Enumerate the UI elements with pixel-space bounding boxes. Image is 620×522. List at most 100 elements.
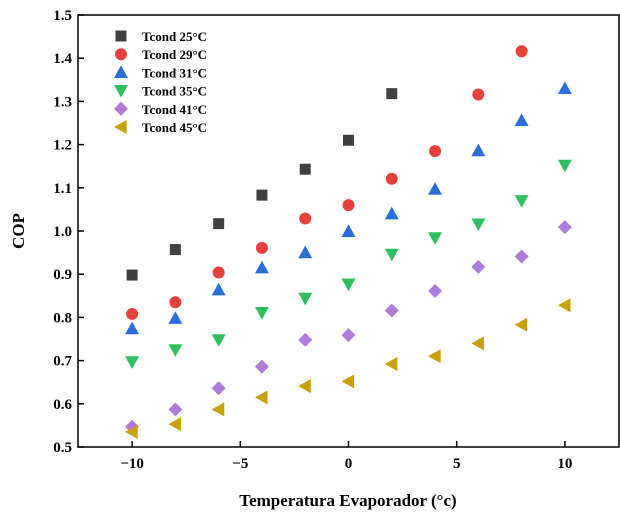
data-point xyxy=(125,356,140,369)
x-tick-label: −5 xyxy=(232,456,248,472)
y-tick-label: 1.4 xyxy=(53,51,72,67)
data-point xyxy=(342,199,355,212)
data-point xyxy=(168,311,183,324)
y-axis-title: COP xyxy=(9,213,28,249)
data-point xyxy=(168,417,181,432)
data-point xyxy=(428,232,443,245)
data-point xyxy=(557,298,571,313)
data-point xyxy=(343,134,354,146)
legend-marker xyxy=(115,30,127,42)
data-point xyxy=(169,244,181,256)
series-4 xyxy=(125,220,572,434)
y-tick-label: 1.5 xyxy=(53,8,72,24)
data-point xyxy=(428,182,443,195)
y-tick-label: 1.2 xyxy=(53,138,72,154)
data-point xyxy=(125,321,140,335)
data-point xyxy=(211,334,226,347)
x-tick-label: 10 xyxy=(557,456,572,472)
data-point xyxy=(168,344,183,357)
data-point xyxy=(168,402,183,417)
data-point xyxy=(169,296,182,309)
data-point xyxy=(211,282,226,296)
data-point xyxy=(514,195,529,208)
data-point xyxy=(254,390,268,405)
data-point xyxy=(213,218,225,230)
data-point xyxy=(514,113,529,127)
data-point xyxy=(384,357,398,372)
series-3 xyxy=(125,159,572,369)
data-point xyxy=(341,328,356,343)
series-layer xyxy=(125,45,572,439)
data-point xyxy=(299,163,311,175)
data-point xyxy=(471,336,484,351)
legend-marker xyxy=(114,101,128,116)
x-axis-title: Temperatura Evaporador (°c) xyxy=(239,491,456,510)
data-point xyxy=(386,88,398,100)
data-point xyxy=(254,307,269,320)
legend-marker xyxy=(115,48,127,61)
legend-marker xyxy=(114,120,127,134)
y-tick-label: 1.0 xyxy=(53,224,72,240)
x-tick-label: 0 xyxy=(345,456,353,472)
data-point xyxy=(471,218,486,232)
legend-label: Tcond 45°C xyxy=(142,120,207,135)
legend-label: Tcond 31°C xyxy=(142,65,207,80)
data-point xyxy=(515,45,528,58)
legend-marker xyxy=(114,85,128,98)
x-tick-label: −10 xyxy=(120,456,144,472)
data-point xyxy=(298,245,313,259)
legend-marker xyxy=(114,65,128,78)
series-0 xyxy=(126,88,398,281)
y-tick-label: 1.1 xyxy=(53,181,72,197)
legend: Tcond 25°C Tcond 29°C Tcond 31°C Tcond 35°C… xyxy=(114,29,207,135)
data-point xyxy=(514,317,528,332)
legend-label: Tcond 25°C xyxy=(142,29,207,44)
data-point xyxy=(428,349,441,364)
data-point xyxy=(125,424,138,439)
data-point xyxy=(211,381,226,396)
data-point xyxy=(341,374,355,389)
data-point xyxy=(341,224,356,238)
data-point xyxy=(256,189,268,201)
y-tick-label: 0.5 xyxy=(53,440,72,456)
data-point xyxy=(472,88,485,101)
data-point xyxy=(254,359,269,374)
y-tick-label: 0.9 xyxy=(53,267,72,283)
data-point xyxy=(557,159,572,173)
x-tick-label: 5 xyxy=(453,456,461,472)
data-point xyxy=(471,143,486,157)
data-point xyxy=(126,307,139,320)
y-tick-label: 0.6 xyxy=(53,397,72,413)
data-point xyxy=(428,284,443,299)
data-point xyxy=(384,248,399,262)
legend-label: Tcond 29°C xyxy=(142,47,207,62)
data-point xyxy=(298,379,311,394)
legend-label: Tcond 35°C xyxy=(142,84,207,99)
data-point xyxy=(212,266,225,279)
y-axis: 0.5 0.6 0.7 0.8 0.9 1.0 1.1 1.2 1.3 1.4 1.5 xyxy=(53,8,84,456)
y-tick-label: 0.8 xyxy=(53,310,72,326)
data-point xyxy=(557,220,572,235)
series-2 xyxy=(125,81,572,335)
data-point xyxy=(384,206,399,220)
data-point xyxy=(255,241,268,254)
x-axis: −10 −5 0 5 10 xyxy=(120,441,572,472)
data-point xyxy=(341,278,356,292)
data-point xyxy=(429,145,442,158)
data-point xyxy=(298,332,313,347)
data-point xyxy=(126,269,138,281)
data-point xyxy=(298,292,313,306)
data-point xyxy=(384,303,399,318)
series-5 xyxy=(125,298,571,439)
data-point xyxy=(211,402,225,417)
y-tick-label: 1.3 xyxy=(53,94,72,110)
data-point xyxy=(471,259,486,274)
y-tick-label: 0.7 xyxy=(53,354,72,370)
data-point xyxy=(385,172,398,185)
data-point xyxy=(557,81,572,95)
data-point xyxy=(514,249,529,264)
data-point xyxy=(254,260,269,274)
series-1 xyxy=(126,45,528,320)
